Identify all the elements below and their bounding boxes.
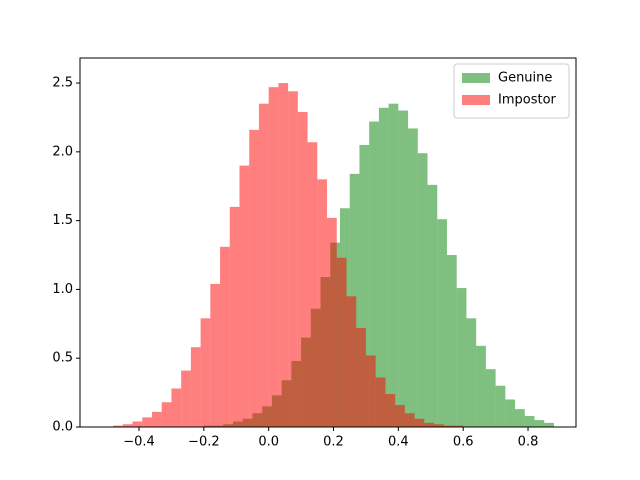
bar (446, 255, 457, 427)
bar (346, 296, 357, 427)
bar (122, 424, 133, 427)
bar (437, 219, 447, 427)
bar (388, 103, 399, 427)
bar (151, 411, 162, 427)
y-tick-label: 0.5 (52, 351, 73, 366)
bar (336, 257, 347, 427)
bar (414, 418, 425, 427)
bar (278, 83, 289, 427)
bar (485, 369, 496, 427)
bar (297, 111, 308, 427)
bar (424, 422, 435, 427)
plot-frame (79, 57, 577, 428)
bar (456, 288, 467, 427)
x-tick-label: 0.4 (388, 435, 409, 450)
bar (210, 283, 221, 427)
bar (534, 420, 545, 427)
bar (220, 246, 230, 427)
bar (495, 385, 506, 427)
bar (190, 347, 201, 427)
bar (434, 424, 444, 427)
bar (359, 144, 370, 428)
x-tick-label: −0.4 (123, 435, 155, 450)
y-tick-label: 2.5 (52, 76, 73, 91)
bar (307, 142, 318, 427)
x-tick-label: 0.6 (453, 435, 474, 450)
bar (515, 409, 525, 427)
x-tick-label: 0.0 (258, 435, 279, 450)
bar (171, 388, 182, 427)
bar (378, 107, 389, 428)
x-tick-label: 0.8 (518, 435, 539, 450)
bar (288, 91, 298, 428)
legend: Genuine Impostor (453, 63, 570, 119)
legend-swatch (462, 73, 490, 83)
bar (229, 206, 240, 427)
bar (398, 110, 409, 428)
y-tick-label: 2.0 (52, 144, 73, 159)
y-tick-label: 0.0 (52, 420, 73, 435)
bar (268, 87, 279, 427)
bar (453, 425, 464, 427)
bar (249, 129, 259, 427)
bar (476, 345, 486, 427)
bar (369, 121, 379, 428)
legend-swatch (462, 95, 490, 105)
bar (132, 421, 143, 427)
bar (505, 399, 516, 427)
bar (524, 415, 535, 427)
bar (385, 393, 396, 427)
bar (404, 413, 415, 427)
legend-label: Genuine (498, 71, 552, 86)
y-tick-label: 1.5 (52, 213, 73, 228)
bar (427, 184, 438, 427)
bar (417, 153, 428, 427)
bar (161, 402, 172, 427)
bar (375, 377, 386, 427)
bar (181, 370, 191, 427)
bar (395, 404, 405, 427)
bar (317, 179, 328, 427)
bar (239, 165, 250, 427)
legend-label: Impostor (498, 93, 557, 108)
x-tick-label: 0.2 (323, 435, 344, 450)
bar (200, 318, 211, 427)
bar (443, 425, 454, 427)
histogram-series (113, 83, 464, 428)
bar (408, 128, 418, 428)
y-tick-label: 1.0 (52, 282, 73, 297)
bar (142, 417, 152, 427)
bar (466, 318, 477, 427)
bar (365, 355, 376, 427)
bar (327, 217, 337, 427)
bar (544, 422, 554, 427)
x-tick-label: −0.2 (188, 435, 220, 450)
bar (356, 327, 366, 427)
bar (113, 425, 123, 427)
bar (258, 103, 269, 427)
